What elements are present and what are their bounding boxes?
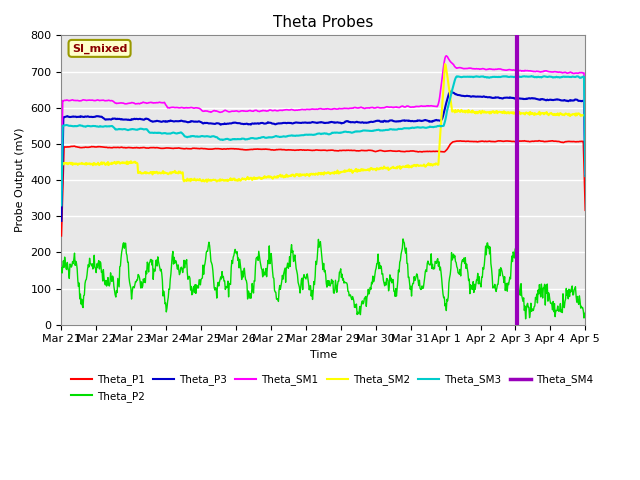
Y-axis label: Probe Output (mV): Probe Output (mV) [15,128,25,232]
Text: SI_mixed: SI_mixed [72,43,127,53]
X-axis label: Time: Time [310,350,337,360]
Title: Theta Probes: Theta Probes [273,15,374,30]
Legend: Theta_P1, Theta_P2, Theta_P3, Theta_SM1, Theta_SM2, Theta_SM3, Theta_SM4: Theta_P1, Theta_P2, Theta_P3, Theta_SM1,… [67,371,597,406]
